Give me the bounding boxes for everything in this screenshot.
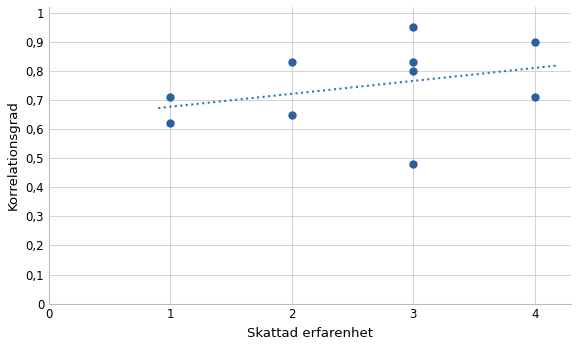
Point: [409, 68, 418, 74]
Point: [287, 59, 297, 65]
Point: [166, 94, 175, 100]
Point: [409, 59, 418, 65]
Point: [409, 25, 418, 30]
Point: [530, 39, 539, 45]
X-axis label: Skattad erfarenhet: Skattad erfarenhet: [247, 327, 373, 340]
Point: [287, 112, 297, 117]
Point: [409, 161, 418, 167]
Y-axis label: Korrelationsgrad: Korrelationsgrad: [7, 100, 20, 210]
Point: [530, 94, 539, 100]
Point: [166, 120, 175, 126]
